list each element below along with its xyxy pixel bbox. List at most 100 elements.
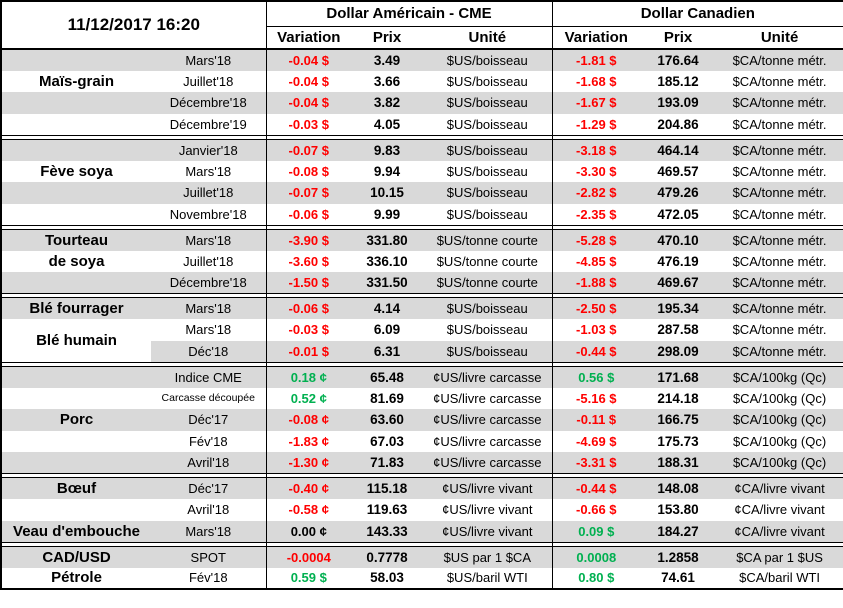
cad-variation-cell: -0.44 $ [552, 340, 641, 362]
usd-unit-cell: ¢US/livre vivant [423, 520, 553, 542]
cad-unit-cell: $CA/tonne métr. [732, 163, 827, 179]
commodity-cell [1, 272, 151, 294]
usd-variation-cell: 0.18 ¢ [266, 366, 352, 388]
separator-cell [1, 224, 267, 230]
commodity-cell: Tourteau [1, 229, 151, 251]
month-cell: Juillet'18 [151, 70, 267, 92]
cad-unit-cell: $CA/tonne métr. [732, 206, 827, 222]
table-row-ble: Déc'18 -0.01 $6.31 $US/boisseau -0.44 $298.… [1, 340, 843, 362]
usd-price-cell: 331.50 [351, 272, 424, 294]
usd-price-cell: 9.94 [373, 163, 401, 179]
usd-unit-cell: $US/boisseau [423, 49, 553, 71]
cad-price-cell: 476.19 [657, 253, 699, 269]
cad-variation-cell: -4.69 $ [576, 433, 617, 449]
month-cell: Déc'17 [151, 477, 267, 499]
usd-price-cell: 10.15 [351, 182, 424, 204]
cad-price-cell: 188.31 [640, 452, 717, 474]
table-row-fx-petrole: CAD/USD SPOT -0.0004 0.7778 $US par 1 $CA 0.0… [1, 546, 843, 568]
usd-price-cell: 119.63 [366, 502, 408, 518]
separator-cell [1, 473, 267, 478]
month-cell: Décembre'19 [151, 113, 267, 135]
cad-price-cell: 176.64 [640, 49, 717, 71]
cad-price-cell: 1.2858 [640, 546, 717, 568]
commodity-cell: de soya [48, 252, 105, 270]
cad-variation-cell: -5.28 $ [552, 229, 641, 251]
cad-price-cell: 464.14 [640, 139, 717, 161]
table-row-feve-soya: Fève soya Mars'18 -0.08 $ 9.94 $US/boisseau -… [1, 160, 843, 182]
usd-unit-cell: ¢US/livre carcasse [423, 430, 553, 452]
usd-variation-cell: -0.07 $ [266, 182, 352, 204]
cad-variation-cell: -0.66 $ [576, 502, 617, 518]
cad-price-cell: 74.61 [661, 570, 695, 586]
separator-cell [266, 361, 553, 367]
separator-cell [266, 541, 553, 547]
usd-price-cell: 58.03 [370, 570, 404, 586]
usd-price-cell: 6.09 [373, 322, 401, 338]
table-row-mais-grain: Mars'18 -0.04 $3.49 $US/boisseau -1.81 $176… [1, 49, 843, 71]
section-separator [1, 224, 843, 230]
month-cell: Indice CME [151, 366, 267, 388]
table-row-mais-grain: Décembre'18 -0.04 $3.82 $US/boisseau -1.67 … [1, 92, 843, 114]
cad-unit-cell: $CA/tonne métr. [716, 229, 843, 251]
cad-price-cell: 204.86 [657, 116, 699, 132]
section-separator [1, 361, 843, 367]
month-cell: Décembre'18 [151, 272, 267, 294]
month-cell: Décembre'18 [151, 92, 267, 114]
usd-price-cell: 6.31 [351, 340, 424, 362]
usd-price-cell: 336.10 [366, 253, 408, 269]
usd-unit-cell: $US/boisseau [423, 203, 553, 225]
commodity-cell [1, 366, 151, 388]
table-row-mais-grain: Décembre'19 -0.03 $ 4.05 $US/boisseau -1.29 … [1, 113, 843, 135]
cad-price-cell: 153.80 [657, 502, 699, 518]
commodity-cell: Blé humain [36, 331, 117, 349]
usd-price-cell: 71.83 [351, 452, 424, 474]
commodity-price-table: 11/12/2017 16:20 Dollar Américain - CME … [0, 0, 843, 590]
table-row-ble: Blé humain Mars'18 -0.03 $ 6.09 $US/boisseau… [1, 319, 843, 349]
separator-cell [552, 134, 843, 140]
header-row-titles: 11/12/2017 16:20 Dollar Américain - CME … [1, 1, 843, 50]
cad-price-cell: 171.68 [640, 366, 717, 388]
usd-unit-cell: $US/boisseau [423, 297, 553, 319]
cad-variation-cell: -0.11 $ [552, 409, 641, 431]
usd-price-cell: 3.49 [351, 49, 424, 71]
usd-unit-cell: $US/boisseau [423, 340, 553, 362]
separator-cell [266, 293, 553, 298]
cad-variation-cell: -2.35 $ [576, 206, 617, 222]
cad-unit-cell: $CA/baril WTI [739, 570, 821, 586]
table-row-tourteau-de-soya: Décembre'18 -1.50 $331.50 $US/tonne courte… [1, 272, 843, 294]
commodity-cell: Porc [1, 409, 151, 431]
usd-unit-cell: $US/boisseau [423, 70, 553, 92]
month-cell: Mars'18 [151, 49, 267, 71]
separator-cell [1, 134, 267, 140]
usd-variation-cell: 0.59 $ [290, 570, 327, 586]
section-separator [1, 293, 843, 298]
table-row-mais-grain: Maïs-grain Juillet'18 -0.04 $ 3.66 $US/boiss… [1, 70, 843, 92]
separator-cell [552, 541, 843, 547]
cad-unit-cell: $CA/100kg (Qc) [732, 433, 827, 449]
month-cell: Fév'18 [151, 430, 267, 452]
usd-price-cell: 9.99 [373, 206, 401, 222]
cad-unit-cell: $CA/tonne métr. [716, 49, 843, 71]
usd-unit-cell: ¢US/livre carcasse [423, 409, 553, 431]
cad-unite-header: Unité [716, 26, 843, 50]
month-cell: Avril'18 [151, 499, 267, 521]
usd-unite-header: Unité [423, 26, 553, 50]
cad-price-cell: 479.26 [640, 182, 717, 204]
usd-price-cell: 65.48 [351, 366, 424, 388]
table-row-porc: Porc Déc'17 -0.08 ¢ 63.60 ¢US/livre carcasse… [1, 409, 843, 431]
usd-price-cell: 63.60 [351, 409, 424, 431]
usd-variation-cell: -0.04 $ [288, 73, 329, 89]
table-row-porc: Indice CME 0.18 ¢ 65.48 ¢US/livre carcasse 0… [1, 366, 843, 388]
usd-unit-cell: ¢US/livre vivant [423, 477, 553, 499]
usd-variation-cell: -0.0004 [266, 546, 352, 568]
section-separator [1, 473, 843, 478]
commodity-cell: Maïs-grain [38, 72, 114, 90]
usd-price-cell: 9.83 [351, 139, 424, 161]
cad-price-cell: 298.09 [640, 340, 717, 362]
commodity-cell [1, 139, 151, 161]
cad-variation-cell: -3.30 $ [576, 163, 617, 179]
cad-variation-cell: -1.88 $ [552, 272, 641, 294]
usd-variation-cell: -0.40 ¢ [266, 477, 352, 499]
month-cell: Mars'18 [151, 229, 267, 251]
cad-price-cell: 195.34 [640, 297, 717, 319]
